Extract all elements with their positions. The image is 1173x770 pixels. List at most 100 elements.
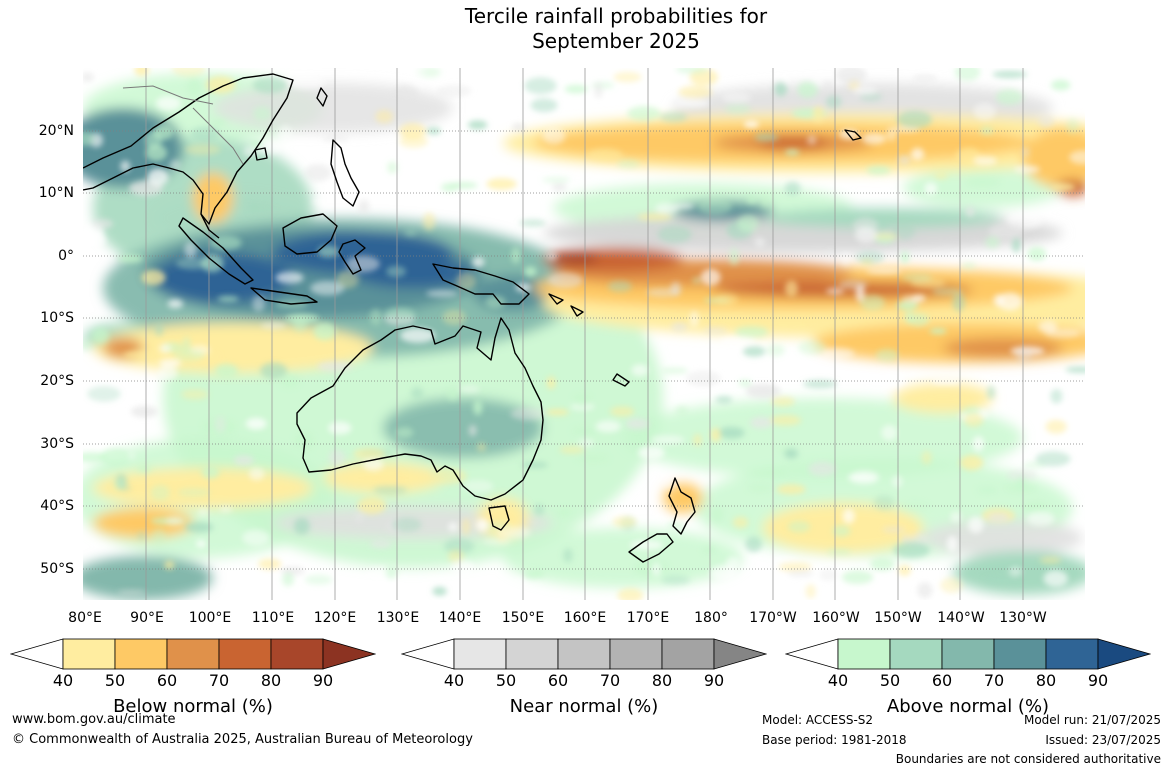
speckle xyxy=(745,536,762,552)
speckle xyxy=(215,363,238,378)
speckle xyxy=(774,81,788,97)
speckle xyxy=(881,424,898,441)
cbar-above-tick: 90 xyxy=(1087,671,1109,690)
speckle xyxy=(395,427,414,438)
cbar-near-tick: 90 xyxy=(703,671,725,690)
lat-label-20s: 20°S xyxy=(40,373,74,389)
map-svg xyxy=(83,68,1085,600)
speckle xyxy=(675,98,710,108)
lon-label-150e: 150°E xyxy=(501,610,545,626)
speckle xyxy=(557,508,571,517)
cbar-swatch xyxy=(889,638,943,670)
speckle xyxy=(83,131,95,146)
meridians xyxy=(145,68,1024,600)
speckle xyxy=(87,386,121,402)
speckle xyxy=(546,252,558,261)
speckle xyxy=(896,301,919,311)
malay-peninsula-coast xyxy=(200,213,220,239)
speckle xyxy=(167,299,184,309)
java-coast xyxy=(250,287,318,305)
speckle xyxy=(986,385,996,400)
speckle xyxy=(693,433,702,447)
speckle xyxy=(387,161,398,174)
speckle xyxy=(328,421,352,435)
speckle xyxy=(608,280,632,293)
speckle xyxy=(141,269,166,286)
cbar-above-tick: 80 xyxy=(1035,671,1057,690)
coastlines xyxy=(83,73,862,563)
speckle xyxy=(117,589,147,596)
speckle xyxy=(432,586,447,596)
speckle xyxy=(661,367,688,374)
speckle xyxy=(463,479,494,493)
speckle xyxy=(627,106,661,121)
cbar-below-tick: 40 xyxy=(52,671,74,690)
speckle xyxy=(751,469,785,477)
speckle xyxy=(426,289,458,298)
speckle xyxy=(613,71,642,83)
speckle xyxy=(617,588,644,600)
speckle xyxy=(364,566,393,585)
nz-north-coast xyxy=(668,477,696,535)
speckle xyxy=(995,89,1024,106)
speckle xyxy=(629,540,664,550)
speckle xyxy=(617,159,640,169)
speckle xyxy=(950,511,962,523)
speckle xyxy=(898,155,911,165)
speckle xyxy=(700,268,721,286)
speckle xyxy=(292,316,308,332)
speckle xyxy=(1016,476,1026,491)
speckle xyxy=(766,344,785,357)
speckle xyxy=(530,98,558,113)
speckle xyxy=(987,513,1010,522)
speckle xyxy=(673,202,695,210)
speckle xyxy=(357,496,386,515)
lon-label-100e: 100°E xyxy=(188,610,232,626)
cbar-swatch xyxy=(609,638,663,670)
australia-coast xyxy=(296,317,544,501)
lon-label-140e: 140°E xyxy=(438,610,482,626)
speckle xyxy=(659,111,688,123)
speckle xyxy=(153,124,174,141)
speckle xyxy=(715,396,733,404)
speckle xyxy=(787,569,815,578)
speckle xyxy=(908,313,930,327)
speckle xyxy=(973,102,996,121)
speckle xyxy=(1041,372,1059,388)
cbar-low-extension xyxy=(401,638,455,670)
speckle xyxy=(119,485,132,492)
speckle xyxy=(827,548,851,556)
speckle xyxy=(196,540,207,548)
lat-label-10n: 10°N xyxy=(38,185,74,201)
speckle xyxy=(860,295,885,311)
speckle xyxy=(201,254,224,273)
speckle xyxy=(891,475,903,488)
speckle xyxy=(651,562,661,577)
probability-field xyxy=(83,73,1085,600)
speckle xyxy=(157,365,178,381)
speckle xyxy=(842,508,855,524)
cbar-high-extension xyxy=(1097,638,1151,670)
speckle xyxy=(734,326,769,338)
speckle xyxy=(358,199,370,214)
borders xyxy=(122,85,244,165)
solomons-coast xyxy=(548,293,584,317)
speckle xyxy=(1065,366,1085,373)
speckle xyxy=(689,310,699,328)
speckle xyxy=(472,256,485,268)
speckle xyxy=(912,74,938,81)
speckle xyxy=(252,295,265,312)
speckle xyxy=(542,176,571,183)
speckle xyxy=(134,68,149,76)
cbar-swatch xyxy=(218,638,272,670)
speckle xyxy=(255,142,283,155)
cbar-swatch xyxy=(505,638,559,670)
speckle xyxy=(637,213,672,221)
speckle xyxy=(542,127,566,145)
speckle xyxy=(442,309,467,326)
speckle xyxy=(670,282,682,296)
speckle xyxy=(184,522,214,533)
se-asia-coast xyxy=(83,73,294,225)
cbar-below-tick: 70 xyxy=(208,671,230,690)
speckle xyxy=(770,396,796,407)
